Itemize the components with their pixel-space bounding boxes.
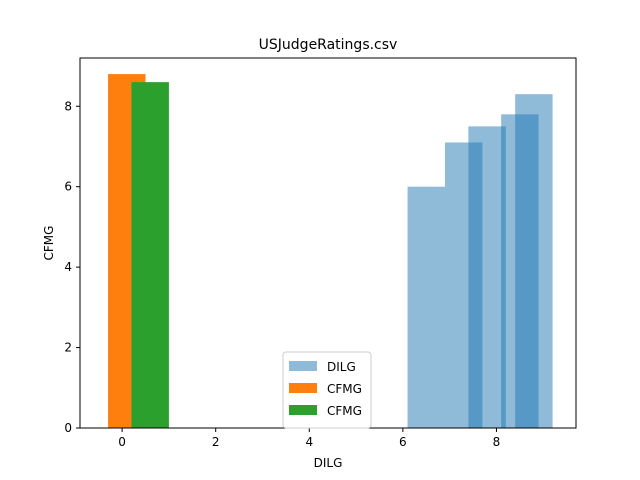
y-axis-ticks: 0 2 4 6 8 bbox=[64, 99, 80, 435]
x-tick-label: 6 bbox=[399, 435, 407, 449]
bar-dilg-0-2 bbox=[468, 126, 506, 428]
y-tick-label: 8 bbox=[64, 99, 72, 113]
legend-swatch-dilg-0 bbox=[289, 361, 317, 371]
legend: DILG CFMG CFMG bbox=[282, 351, 372, 429]
x-axis-ticks: 0 2 4 6 8 bbox=[118, 428, 500, 449]
x-axis-label: DILG bbox=[314, 456, 343, 470]
x-tick-label: 2 bbox=[212, 435, 220, 449]
legend-label-cfmg-2: CFMG bbox=[327, 404, 362, 418]
legend-swatch-cfmg-1 bbox=[289, 383, 317, 393]
x-tick-label: 4 bbox=[305, 435, 313, 449]
y-tick-label: 0 bbox=[64, 421, 72, 435]
bars-layer bbox=[108, 74, 553, 429]
y-tick-label: 2 bbox=[64, 341, 72, 355]
y-axis-label: CFMG bbox=[42, 226, 56, 261]
bar-dilg-0-4 bbox=[515, 94, 553, 429]
bar-cfmg-2-0 bbox=[131, 82, 169, 428]
legend-label-dilg-0: DILG bbox=[327, 360, 356, 374]
x-tick-label: 0 bbox=[118, 435, 126, 449]
legend-label-cfmg-1: CFMG bbox=[327, 382, 362, 396]
x-tick-label: 8 bbox=[493, 435, 501, 449]
legend-swatch-cfmg-2 bbox=[289, 405, 317, 415]
bar-dilg-0-0 bbox=[407, 186, 445, 428]
y-tick-label: 6 bbox=[64, 180, 72, 194]
chart-title: USJudgeRatings.csv bbox=[259, 37, 398, 53]
y-tick-label: 4 bbox=[64, 260, 72, 274]
